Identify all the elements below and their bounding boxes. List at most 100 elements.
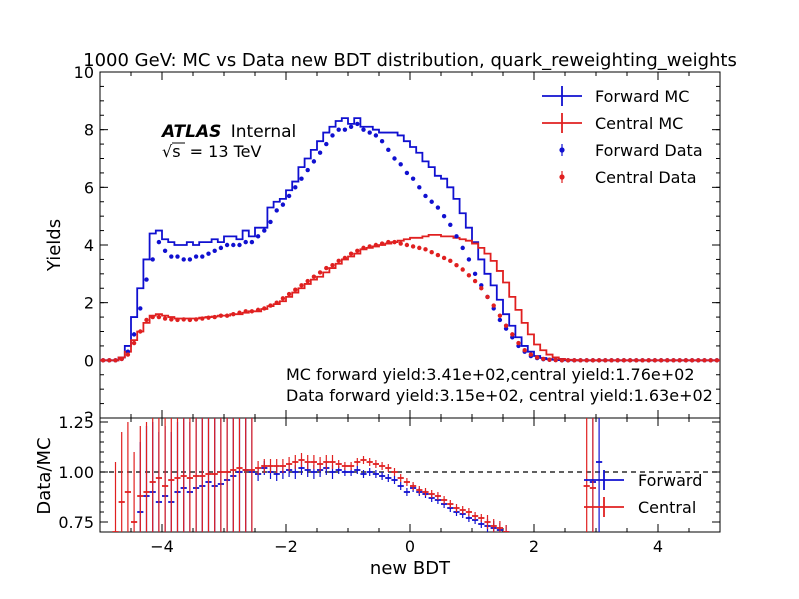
ratio-bin-central xyxy=(149,418,156,532)
ratio-ytick-label: 1.25 xyxy=(58,413,94,432)
ratio-bin-central xyxy=(236,418,243,532)
point-central-data xyxy=(522,348,527,353)
point-central-data xyxy=(621,358,627,363)
point-central-data xyxy=(348,251,354,256)
point-forward-data xyxy=(162,248,168,253)
point-central-data xyxy=(497,313,503,318)
ratio-bin-central xyxy=(168,418,175,532)
ratio-bin-central xyxy=(310,455,317,469)
point-central-data xyxy=(305,278,310,284)
point-central-data xyxy=(609,358,614,363)
point-forward-data xyxy=(466,257,472,262)
legend-label: Forward MC xyxy=(595,87,689,106)
point-central-data xyxy=(634,358,639,363)
point-central-data xyxy=(510,332,515,337)
ratio-bin-central xyxy=(112,462,119,532)
point-central-data xyxy=(367,244,372,249)
point-forward-data xyxy=(156,239,162,245)
ratio-bin-central xyxy=(459,506,466,514)
point-central-data xyxy=(683,358,689,363)
point-forward-data xyxy=(386,147,391,153)
ratio-bin-forward xyxy=(403,488,410,496)
ratio-bin-central xyxy=(354,458,361,466)
xlabel: new BDT xyxy=(370,558,451,579)
point-central-data xyxy=(187,317,193,323)
point-forward-data xyxy=(206,251,211,256)
point-forward-data xyxy=(181,257,186,262)
point-central-data xyxy=(342,255,348,261)
ratio-legend-forward: Forward xyxy=(584,470,702,490)
main-ytick-label: 0 xyxy=(84,351,94,370)
point-forward-data xyxy=(212,248,217,253)
main-legend: Forward MC Central MC Forward Data Central … xyxy=(542,86,703,187)
point-forward-data xyxy=(497,317,503,323)
point-forward-data xyxy=(361,127,366,132)
point-central-data xyxy=(311,274,317,279)
point-central-data xyxy=(646,358,651,363)
main-ytick-label: 4 xyxy=(84,236,94,255)
ratio-bin-central xyxy=(484,515,491,529)
point-forward-data xyxy=(355,121,360,127)
ratio-bin-central xyxy=(267,459,274,473)
energy-label: √s = 13 TeV xyxy=(162,142,261,161)
ratio-bin-central xyxy=(434,492,441,500)
point-central-data xyxy=(336,258,341,264)
ratio-bin-central xyxy=(286,457,293,471)
ratio-bin-central xyxy=(180,418,187,532)
point-central-data xyxy=(231,312,236,317)
point-central-data xyxy=(392,239,397,245)
point-central-data xyxy=(696,358,701,363)
point-central-data xyxy=(615,358,620,363)
ratio-bin-central xyxy=(304,455,311,469)
ratio-bin-central xyxy=(298,453,305,467)
point-central-data xyxy=(218,313,224,318)
legend-forward-data: Forward Data xyxy=(559,141,703,160)
point-forward-data xyxy=(150,257,155,262)
ratio-ylabel: Data/MC xyxy=(34,437,55,514)
ratio-bin-central xyxy=(372,460,379,468)
point-forward-data xyxy=(193,254,199,259)
point-central-data xyxy=(491,303,496,308)
point-forward-data xyxy=(435,205,441,210)
point-central-data xyxy=(113,358,118,363)
point-central-data xyxy=(603,358,608,363)
point-central-data xyxy=(237,310,242,315)
point-central-data xyxy=(503,323,509,328)
main-ylabel: Yields xyxy=(44,219,65,272)
point-forward-data xyxy=(348,124,354,129)
point-forward-data xyxy=(417,185,422,190)
point-central-data xyxy=(448,258,453,264)
point-central-data xyxy=(193,317,199,322)
point-forward-data xyxy=(218,245,224,251)
point-forward-data xyxy=(342,127,348,132)
point-central-data xyxy=(280,296,286,301)
ratio-plot-series xyxy=(112,418,603,532)
ratio-bin-central xyxy=(329,455,336,469)
legend-label: Central MC xyxy=(595,114,683,133)
legend-label: Central Data xyxy=(595,168,697,187)
atlas-internal-text: Internal xyxy=(231,122,297,142)
ratio-bin-central xyxy=(242,418,249,532)
point-forward-data xyxy=(317,150,323,155)
point-central-data xyxy=(286,291,292,297)
ratio-bin-central xyxy=(478,514,485,522)
legend-label: Forward Data xyxy=(595,141,703,160)
point-central-data xyxy=(410,244,416,249)
ratio-bin-central xyxy=(496,521,503,532)
point-forward-data xyxy=(429,199,434,204)
point-forward-data xyxy=(330,133,335,138)
ratio-bin-forward xyxy=(360,470,367,478)
point-forward-data xyxy=(392,156,397,161)
point-central-data xyxy=(584,358,589,363)
ratio-bin-central xyxy=(217,418,224,532)
ratio-plot-frame xyxy=(99,417,721,533)
ratio-bin-central xyxy=(137,426,144,532)
point-central-data xyxy=(324,265,329,271)
point-central-data xyxy=(423,247,428,252)
point-central-data xyxy=(472,278,478,284)
ratio-bin-central xyxy=(124,422,131,532)
ratio-legend: Forward Central xyxy=(584,470,702,517)
point-central-data xyxy=(212,314,217,320)
point-forward-data xyxy=(460,245,465,251)
point-forward-data xyxy=(324,141,329,147)
